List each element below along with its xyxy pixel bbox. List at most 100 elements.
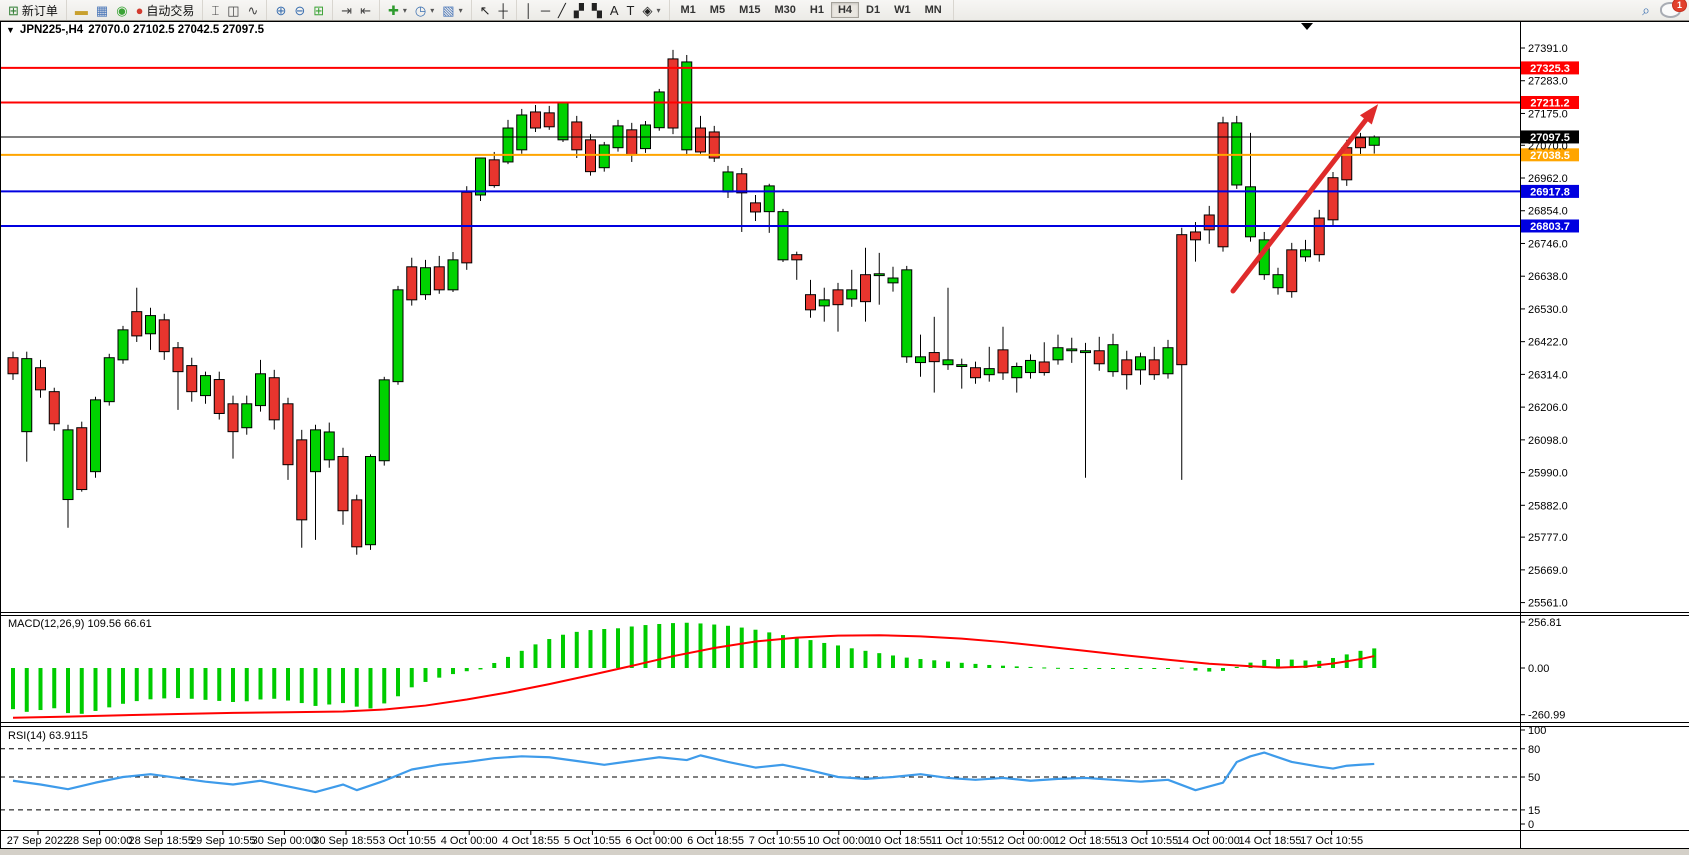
candle-bull — [145, 315, 156, 335]
chart-window-button[interactable]: ▦ — [92, 2, 112, 19]
equidistant-channel-button[interactable]: ▞ — [570, 2, 588, 19]
gold-button[interactable]: ▬ — [71, 2, 92, 19]
zoom-in-button[interactable]: ⊕ — [271, 2, 290, 19]
candle-bear — [7, 357, 19, 375]
candle-bear — [268, 377, 280, 421]
price-axis-label: 25777.0 — [1528, 532, 1568, 544]
candle-bull — [200, 375, 211, 397]
shapes-button[interactable]: ◈ ▾ — [639, 2, 665, 19]
timeframe-w1-button[interactable]: W1 — [887, 2, 918, 18]
candle-bull — [1245, 186, 1256, 238]
candle-bear — [791, 254, 803, 261]
bar-chart-button[interactable]: ⌶ — [207, 2, 223, 19]
candle-bull — [310, 429, 321, 473]
symbol-dropdown-icon[interactable]: ▼ — [6, 25, 15, 35]
candle-bull — [103, 357, 115, 403]
timeframe-m30-button[interactable]: M30 — [767, 2, 802, 18]
macd-histogram-bar — [148, 668, 153, 700]
notifications-icon[interactable]: 1 — [1660, 0, 1687, 18]
signals-icon: ◉ — [116, 2, 128, 18]
candlestick-chart-button[interactable]: ◫ — [223, 2, 243, 19]
macd-histogram-bar — [1234, 666, 1239, 668]
price-badge-label: 27038.5 — [1530, 150, 1570, 162]
candlestick-series — [7, 49, 1380, 555]
candle-bull — [1162, 347, 1174, 375]
macd-histogram-bar — [849, 648, 854, 668]
indicators-button[interactable]: ✚ ▾ — [384, 2, 411, 19]
autotrade-button[interactable]: ● 自动交易 — [132, 2, 199, 19]
candle-bear — [461, 191, 473, 264]
macd-histogram-bar — [904, 657, 909, 668]
candle-bull — [956, 364, 968, 368]
macd-histogram-bar — [121, 668, 125, 704]
macd-histogram-bar — [574, 631, 579, 668]
timeframe-h4-button[interactable]: H4 — [830, 2, 860, 18]
candle-bear — [1038, 361, 1050, 374]
macd-histogram-bar — [712, 624, 717, 668]
equidistant-channel-icon: ▞ — [573, 2, 584, 18]
timeframe-d1-button[interactable]: D1 — [859, 2, 887, 18]
macd-histogram-bar — [286, 668, 290, 701]
new-order-button[interactable]: ⊞ 新订单 — [4, 2, 62, 19]
auto-scroll-button[interactable]: ⇥ — [337, 2, 356, 19]
timeframe-m1-button[interactable]: M1 — [674, 2, 703, 18]
label-button[interactable]: T — [623, 2, 639, 19]
candle-bull — [1107, 344, 1119, 373]
fibonacci-button[interactable]: ▚ — [588, 2, 606, 19]
crosshair-button[interactable]: ┼ — [494, 2, 511, 19]
chart-shift-button[interactable]: ⇤ — [356, 2, 375, 19]
timeframe-m5-button[interactable]: M5 — [703, 2, 732, 18]
candle-bear — [571, 121, 583, 151]
zoom-out-button[interactable]: ⊖ — [290, 2, 309, 19]
signals-button[interactable]: ◉ — [112, 2, 131, 19]
chevron-down-icon[interactable]: ▾ — [458, 5, 463, 15]
candle-bull — [983, 368, 995, 376]
macd-histogram-bar — [451, 668, 455, 675]
price-axis-label: 27283.0 — [1528, 76, 1568, 88]
time-axis-label: 17 Oct 10:55 — [1300, 835, 1363, 847]
timeframe-mn-button[interactable]: MN — [918, 2, 949, 18]
rsi-value: 63.9115 — [48, 730, 88, 742]
time-axis-label: 6 Oct 00:00 — [626, 835, 683, 847]
line-chart-button[interactable]: ∿ — [244, 2, 263, 19]
timeframe-m15-button[interactable]: M15 — [732, 2, 767, 18]
price-badge-label: 26917.8 — [1530, 186, 1570, 198]
candle-bear — [186, 365, 198, 393]
chevron-down-icon[interactable]: ▾ — [402, 5, 407, 15]
macd-histogram-bar — [354, 668, 359, 707]
tile-windows-button[interactable]: ⊞ — [309, 2, 328, 19]
search-icon[interactable]: ⌕ — [1642, 1, 1650, 18]
macd-histogram-bar — [602, 628, 607, 668]
candle-bear — [48, 391, 60, 425]
macd-histogram-bar — [1056, 667, 1060, 669]
candle-bull — [1300, 249, 1311, 258]
rsi-axis-label: 100 — [1528, 725, 1546, 737]
price-axis-label: 26638.0 — [1528, 271, 1568, 283]
vertical-line-button[interactable]: │ — [521, 2, 537, 19]
status-strip — [0, 849, 1689, 855]
macd-histogram-bar — [409, 668, 414, 688]
cursor-button[interactable]: ↖ — [476, 2, 495, 19]
macd-indicator-label: MACD(12,26,9) 109.56 66.61 — [8, 618, 152, 630]
macd-histogram-bar — [519, 650, 524, 668]
trend-arrow-head[interactable] — [1359, 104, 1379, 125]
macd-histogram-bar — [684, 622, 689, 668]
templates-button[interactable]: ▧ ▾ — [438, 2, 466, 19]
chevron-down-icon[interactable]: ▾ — [430, 5, 435, 15]
horizontal-line-button[interactable]: ─ — [537, 2, 554, 19]
trend-arrow-annotation[interactable] — [1230, 114, 1371, 294]
candle-bear — [1327, 177, 1339, 221]
timeframe-h1-button[interactable]: H1 — [803, 2, 831, 18]
rsi-axis-label: 50 — [1528, 772, 1540, 784]
candle-bull — [62, 429, 74, 501]
chevron-down-icon[interactable]: ▾ — [656, 5, 661, 15]
price-badge-label: 27325.3 — [1530, 63, 1570, 75]
trendline-button[interactable]: ╱ — [554, 2, 570, 19]
macd-histogram-bar — [932, 660, 937, 668]
periods-button[interactable]: ◷ ▾ — [411, 2, 438, 19]
macd-histogram-bar — [1152, 668, 1157, 669]
macd-histogram-bar — [1001, 665, 1005, 668]
macd-histogram-bar — [987, 664, 992, 668]
text-button[interactable]: A — [606, 2, 623, 19]
